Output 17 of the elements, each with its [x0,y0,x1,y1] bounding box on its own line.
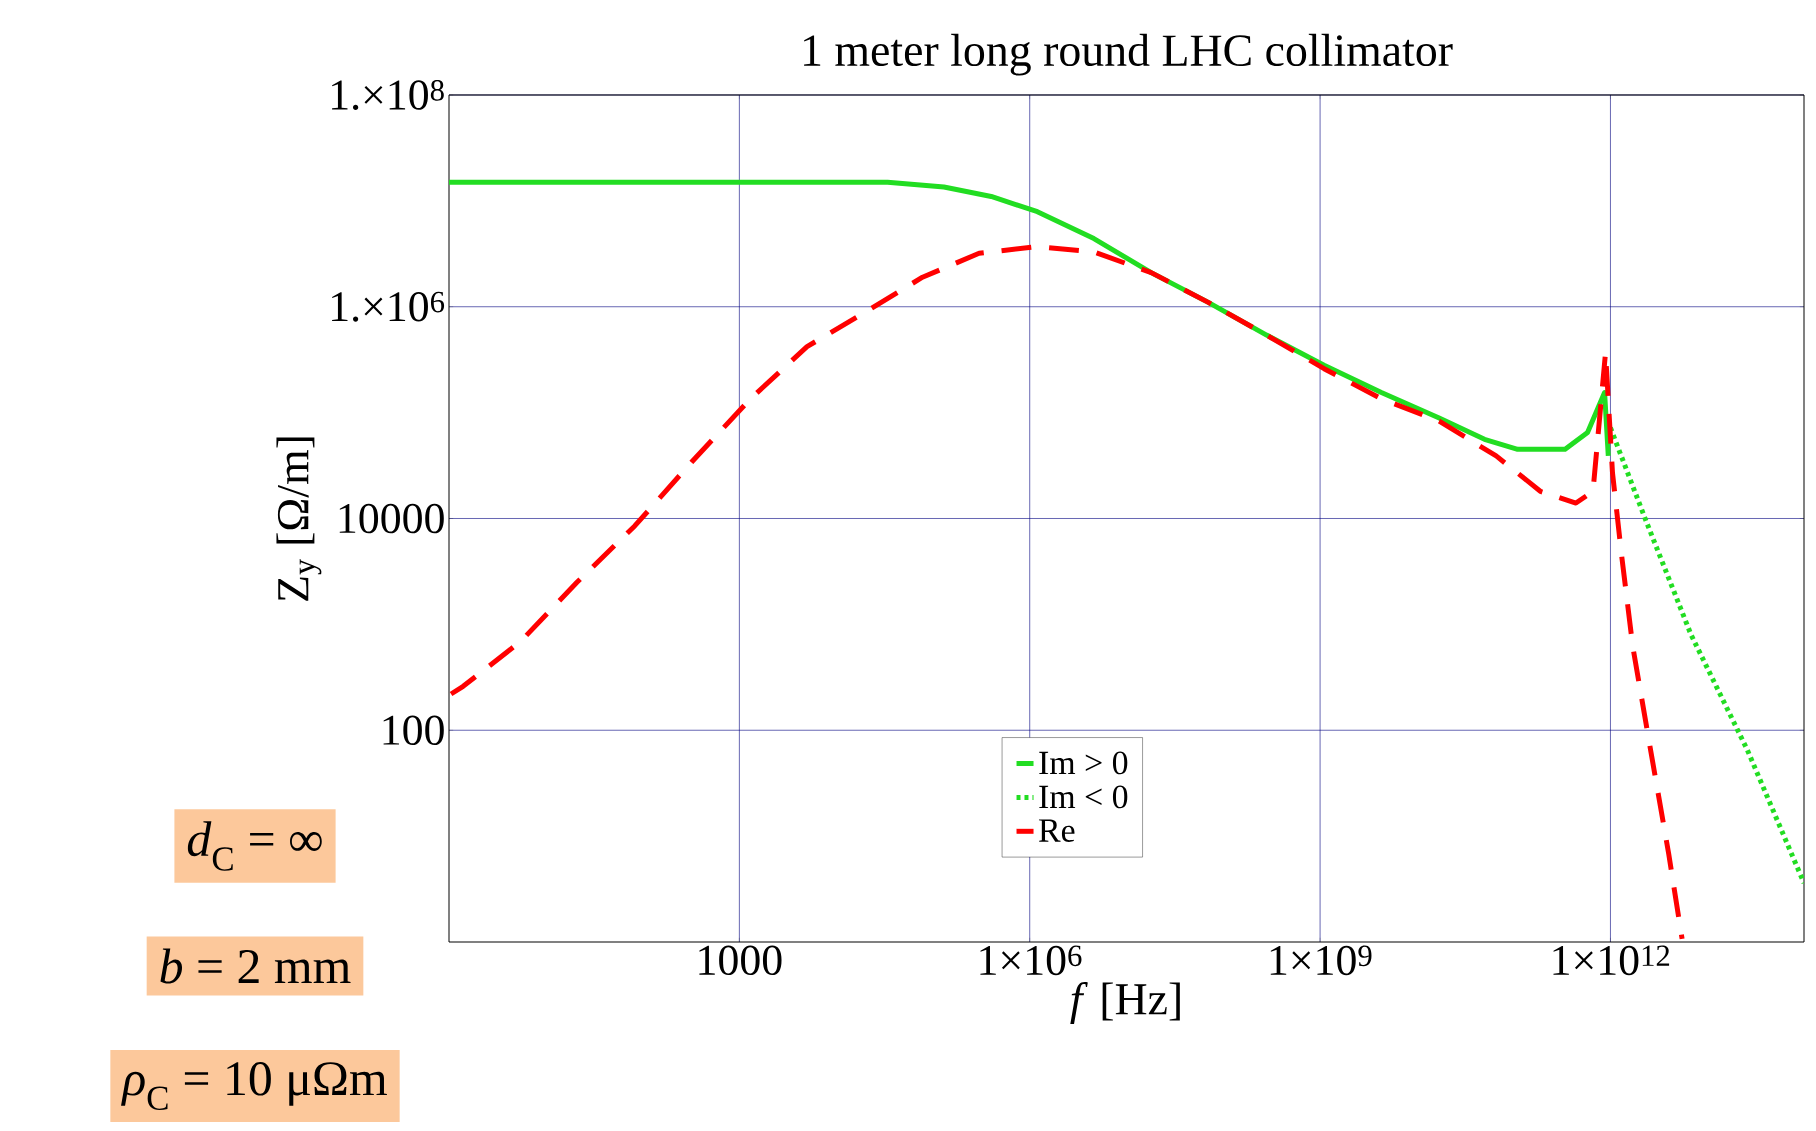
x-axis-title: f [Hz] [1070,982,1180,1025]
y-tick-label: 1.×10$^{6}$ [332,291,445,322]
legend-label: Im > 0 [1039,751,1128,775]
y-axis-title: Z$_{y}$ [Ω/m] [276,437,322,601]
text: d$_{C}$ = ∞ [187,821,322,871]
y-tick-label: 10000 [339,503,444,534]
text: b = 2 mm [160,948,351,984]
x-tick-label: 1000 [699,945,782,976]
x-tick-label: 1×10$^{9}$ [1270,945,1372,976]
x-tick-label: 1×10$^{12}$ [1553,945,1670,976]
x-tick-label: 1×10$^{6}$ [980,945,1082,976]
chart-title: 1 meter long round LHC collimator [804,33,1453,76]
y-tick-label: 1.×10$^{8}$ [332,79,444,110]
y-tick-label: 100 [383,715,444,746]
legend-label: Im < 0 [1039,785,1128,809]
text: ρ$_{C}$ = 10 μΩm [121,1061,387,1111]
legend-label: Re [1038,819,1075,842]
